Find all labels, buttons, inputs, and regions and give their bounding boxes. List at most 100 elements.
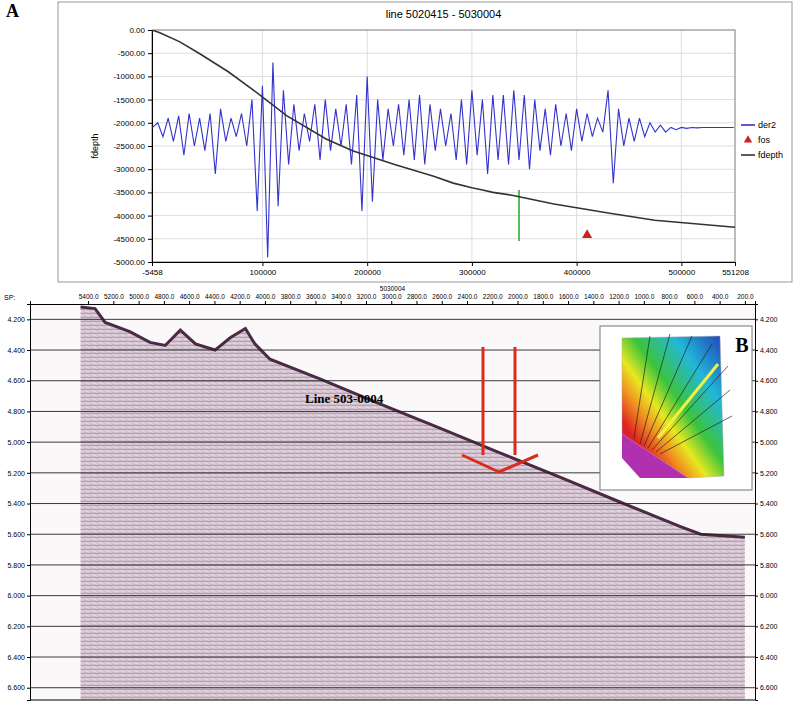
tick: 800.0 (661, 293, 678, 304)
tick-label: -500.00 (118, 49, 146, 58)
tick-mark (27, 596, 30, 597)
tick-label: 6.000 (760, 592, 778, 599)
tick-label: -3000.00 (113, 165, 145, 174)
tick-label: -2000.00 (113, 119, 145, 128)
seafloor-line (81, 307, 745, 537)
grid-line (152, 99, 735, 100)
tick: -3500.00 (113, 188, 152, 197)
tick-mark (755, 534, 758, 535)
tick-label: 6.600 (7, 684, 25, 691)
grid (30, 319, 755, 687)
tick-mark (755, 350, 758, 351)
tick: 6.400 (755, 654, 778, 661)
tick-label: 5.000 (760, 439, 778, 446)
tick: 5.400 (755, 500, 778, 507)
tick-label: 1000.0 (634, 293, 654, 300)
tick-label: 400.0 (712, 293, 729, 300)
section-title: 5030004 (380, 285, 406, 292)
tick: 500000 (669, 262, 696, 277)
tick-mark (148, 100, 152, 101)
tick-mark (148, 53, 152, 54)
tick: 6.600 (7, 684, 30, 691)
tick: 5200.0 (104, 293, 124, 304)
legend-label: fos (758, 135, 771, 145)
survey-line (648, 344, 712, 448)
grid-line (152, 238, 735, 239)
tick-mark (27, 534, 30, 535)
grid-line (30, 534, 755, 535)
tick-mark (745, 301, 746, 304)
tick-label: 4.400 (760, 347, 778, 354)
tick: 3800.0 (281, 293, 301, 304)
map-lines (634, 334, 732, 454)
tick-label: -1000.00 (113, 72, 145, 81)
tick: 2200.0 (483, 293, 503, 304)
legend-label: der2 (758, 120, 776, 130)
axis-title: SP: (4, 294, 15, 301)
chart-frame (58, 2, 792, 282)
tick: 4600.0 (180, 293, 200, 304)
tick-mark (148, 239, 152, 240)
tick-mark (755, 411, 758, 412)
tick-label: 600.0 (687, 293, 704, 300)
tick: 400000 (564, 262, 591, 277)
grid-line (152, 146, 735, 147)
tick-mark (148, 169, 152, 170)
tick-mark (262, 262, 263, 266)
grid-line (30, 319, 755, 320)
grid-line (30, 626, 755, 627)
plot-background (30, 304, 755, 700)
axis: 0.00-500.00-1000.00-1500.00-2000.00-2500… (113, 26, 152, 267)
tick-mark (164, 301, 165, 304)
axis-line (756, 305, 759, 701)
tick-label: -5000.00 (113, 258, 145, 267)
tick-mark (27, 319, 30, 320)
tick-label: 200000 (354, 268, 381, 277)
tick-mark (88, 301, 89, 304)
tick: 5.000 (755, 439, 778, 446)
tick-mark (315, 301, 316, 304)
tick-mark (265, 301, 266, 304)
tick-label: 3400.0 (331, 293, 351, 300)
tick-label: 6.000 (7, 592, 25, 599)
tick-label: 2200.0 (483, 293, 503, 300)
axis-line (31, 301, 756, 305)
grid-line (152, 169, 735, 170)
tick: 4.800 (7, 408, 30, 415)
tick: 6.000 (7, 592, 30, 599)
tick: 4400.0 (205, 293, 225, 304)
survey-line-highlight (658, 364, 718, 438)
tick-label: 100000 (250, 268, 277, 277)
tick-mark (543, 301, 544, 304)
tick: -2500.00 (113, 142, 152, 151)
tick-mark (593, 301, 594, 304)
tick-mark (619, 301, 620, 304)
tick-label: 5200.0 (104, 293, 124, 300)
tick-mark (492, 301, 493, 304)
tick: 5.800 (7, 562, 30, 569)
tick: 1800.0 (533, 293, 553, 304)
tick-mark (240, 301, 241, 304)
tick-label: 5.200 (7, 470, 25, 477)
tick-mark (416, 301, 417, 304)
tick-label: 0.00 (129, 26, 145, 35)
tick-label: 3800.0 (281, 293, 301, 300)
tick-label: 5.600 (760, 531, 778, 538)
tick: 0.00 (129, 26, 152, 35)
tick: 4800.0 (154, 293, 174, 304)
tick-mark (27, 350, 30, 351)
tick: 5.000 (7, 439, 30, 446)
tick: 5.200 (755, 470, 778, 477)
tick-label: 4.800 (7, 408, 25, 415)
tick-label: 5.000 (7, 439, 25, 446)
tick-mark (27, 442, 30, 443)
grid-line (30, 564, 755, 565)
tick: 3400.0 (331, 293, 351, 304)
panel-label: A (6, 1, 19, 21)
grid-line (152, 76, 735, 77)
tick-mark (577, 262, 578, 266)
map-area (622, 336, 724, 478)
tick-mark (27, 565, 30, 566)
tick-label: 5.200 (760, 470, 778, 477)
tick: 1200.0 (609, 293, 629, 304)
